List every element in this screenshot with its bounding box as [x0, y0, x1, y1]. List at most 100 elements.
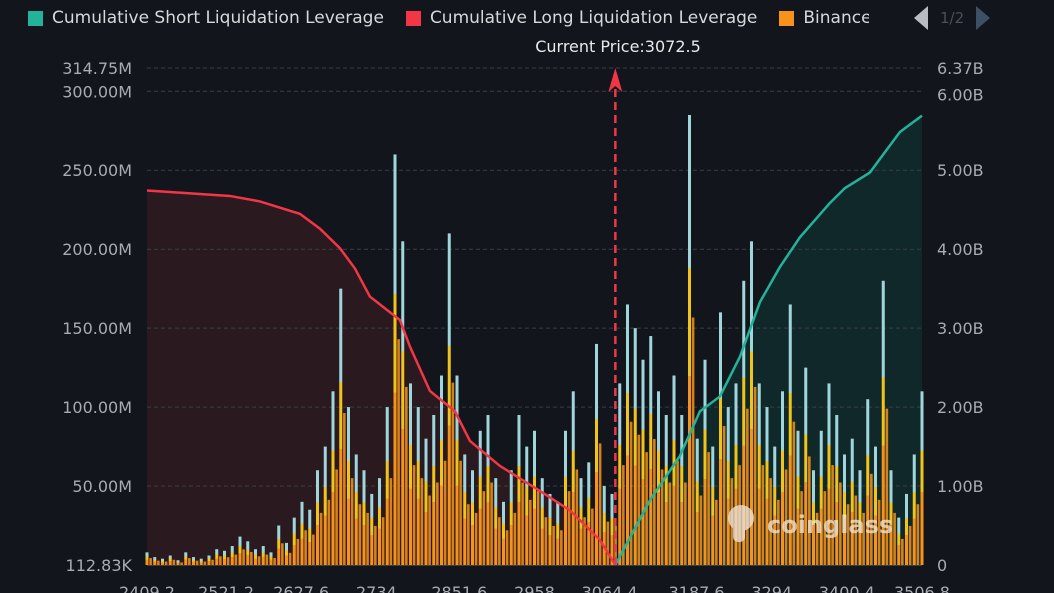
bar — [874, 446, 877, 565]
x-axis-tick: 3294 — [751, 583, 792, 593]
bar — [660, 469, 664, 565]
bar — [540, 478, 544, 565]
bar — [327, 499, 331, 565]
bar — [688, 114, 691, 566]
bar — [649, 336, 653, 565]
bar — [416, 407, 420, 565]
bar — [362, 470, 366, 565]
bar — [804, 367, 808, 565]
left-axis-tick: 250.00M — [62, 161, 132, 180]
bar — [846, 504, 850, 565]
bar — [381, 517, 385, 565]
bar — [269, 552, 273, 565]
bar — [707, 452, 710, 565]
bar — [409, 383, 412, 565]
bar — [455, 375, 459, 565]
bar — [571, 391, 575, 565]
bar — [742, 280, 746, 565]
bar — [347, 407, 350, 565]
bar — [389, 478, 393, 565]
bar — [188, 558, 191, 565]
legend-pager: 1/2 — [914, 6, 991, 30]
bar — [637, 434, 641, 565]
bar — [308, 509, 312, 565]
bar — [556, 501, 560, 565]
bar — [680, 414, 684, 565]
left-axis-tick: 200.00M — [62, 240, 132, 259]
right-axis-tick: 6.00B — [937, 85, 984, 104]
bar — [781, 391, 784, 565]
bar — [703, 359, 707, 565]
bar — [622, 465, 625, 565]
bar — [436, 482, 439, 565]
bar — [769, 478, 772, 565]
bar — [866, 399, 870, 565]
bar — [885, 408, 889, 565]
bar — [374, 525, 377, 565]
bar — [773, 446, 777, 565]
bar — [602, 486, 606, 565]
bar — [226, 557, 230, 565]
bar — [641, 359, 645, 565]
bar — [463, 454, 467, 565]
bar — [629, 421, 633, 565]
bar — [719, 312, 722, 565]
legend-item-short[interactable]: Cumulative Short Liquidation Leverage — [28, 8, 384, 28]
long-area — [147, 190, 616, 565]
bar — [242, 549, 245, 565]
bar — [490, 482, 493, 565]
bar — [808, 456, 811, 565]
bar — [854, 495, 858, 565]
legend-item-long[interactable]: Cumulative Long Liquidation Leverage — [405, 8, 757, 28]
bar — [223, 550, 226, 565]
bar — [195, 560, 199, 565]
bar — [312, 534, 315, 565]
prev-page-icon[interactable] — [914, 6, 928, 30]
bar — [668, 482, 672, 565]
bar — [176, 560, 180, 565]
bar — [626, 304, 629, 565]
bar — [684, 482, 687, 565]
bar — [358, 504, 362, 565]
short-liquidation-line — [614, 114, 923, 566]
bar — [757, 383, 761, 565]
bar — [529, 499, 532, 565]
bar — [157, 560, 160, 565]
bar — [517, 414, 521, 565]
bar — [149, 558, 152, 565]
bar — [672, 375, 676, 565]
bar — [288, 552, 292, 565]
bar — [447, 233, 451, 565]
bar — [777, 499, 780, 565]
bar — [633, 328, 637, 565]
bar — [870, 473, 873, 565]
x-axis-tick: 2851.6 — [431, 583, 487, 593]
bar — [618, 383, 622, 565]
bar — [378, 478, 381, 565]
bar — [862, 512, 865, 565]
bar — [664, 414, 668, 565]
watermark-logo: coinglass — [728, 505, 893, 542]
bar — [203, 561, 207, 565]
right-axis-tick: 6.37B — [937, 59, 984, 78]
bar — [219, 556, 222, 565]
bar — [145, 552, 149, 565]
bar — [606, 521, 610, 565]
bar — [498, 517, 501, 565]
bar — [234, 554, 238, 565]
bar — [443, 460, 447, 565]
bar — [385, 407, 389, 565]
bar — [467, 504, 470, 565]
bar — [168, 555, 172, 565]
next-page-icon[interactable] — [976, 6, 991, 30]
bar — [296, 538, 300, 565]
legend-item-binance[interactable]: Binance — [779, 8, 869, 28]
bar — [184, 552, 188, 565]
bar — [486, 414, 490, 565]
bar — [397, 339, 400, 565]
bar — [587, 462, 591, 565]
bar — [800, 491, 803, 565]
bar — [211, 559, 214, 565]
bar — [912, 454, 916, 565]
